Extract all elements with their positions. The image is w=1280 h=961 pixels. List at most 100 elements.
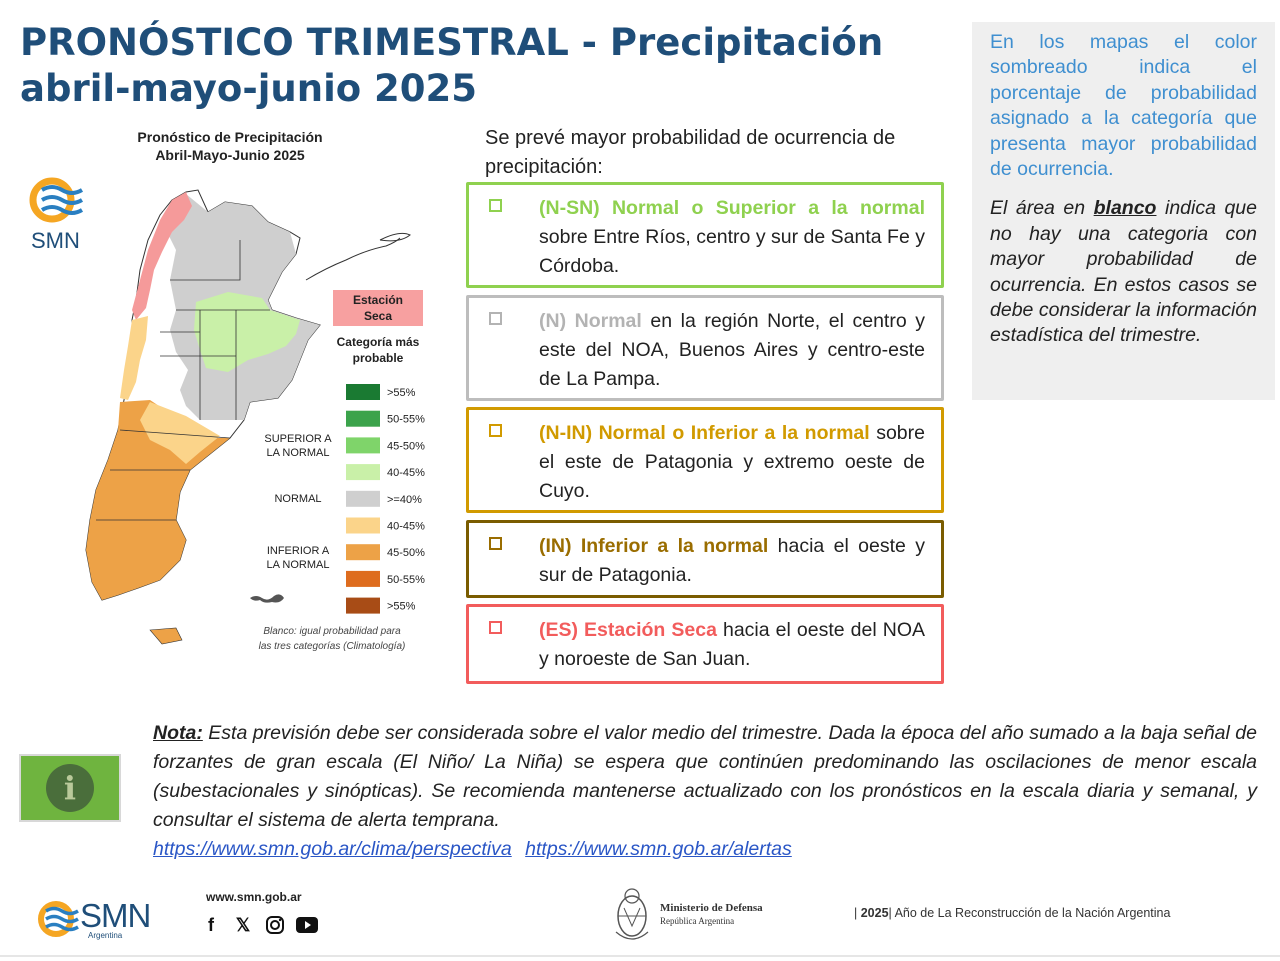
ministry-text: Ministerio de Defensa República Argentin… xyxy=(660,902,763,928)
ministry-line-1: Ministerio de Defensa xyxy=(660,902,763,914)
coat-of-arms-icon xyxy=(615,888,649,940)
coast-right xyxy=(379,232,411,242)
map-footnote-1: Blanco: igual probabilidad para xyxy=(263,626,401,637)
info-p2-bold: blanco xyxy=(1093,197,1157,220)
legend-swatch xyxy=(346,464,380,481)
links: https://www.smn.gob.ar/clima/perspectiva… xyxy=(153,835,800,864)
smn-footer-text: SMN xyxy=(80,897,151,934)
category-box-es: (ES) Estación Seca hacia el oeste del NO… xyxy=(466,604,944,684)
social-icons: f 𝕏 xyxy=(200,914,318,936)
category-text: en la región Norte, el centro y este del… xyxy=(539,310,925,390)
info-p2-pre: El área en xyxy=(990,197,1094,220)
smn-footer-logo: SMN Argentina xyxy=(34,895,164,945)
category-code: (IN) Inferior a la normal xyxy=(539,535,769,557)
legend-swatches: >55% 50-55% 45-50% 40-45% >=40% 40-45% 45-50% 5… xyxy=(346,384,425,614)
category-code: (N-SN) Normal o Superior a la normal xyxy=(539,197,925,219)
smn-footer-sub: Argentina xyxy=(88,931,123,940)
smn-logo-icon xyxy=(38,901,79,937)
info-box: En los mapas el color sombreado indica e… xyxy=(972,22,1275,400)
precipitation-map: Pronóstico de Precipitación Abril-Mayo-J… xyxy=(0,120,460,680)
region-dry-season xyxy=(132,192,192,320)
category-label-2: probable xyxy=(353,351,404,365)
info-box-paragraph-2: El área en blanco indica que no hay una … xyxy=(990,196,1257,348)
year-number: 2025 xyxy=(860,906,889,920)
legend-swatch xyxy=(346,410,380,427)
info-icon: i xyxy=(19,754,121,822)
title-line-1: PRONÓSTICO TRIMESTRAL - Precipitación xyxy=(20,21,884,64)
legend-group-normal: NORMAL xyxy=(274,493,321,505)
legend-label: >=40% xyxy=(387,494,422,506)
dry-season-label-2: Seca xyxy=(364,309,392,323)
info-icon-glyph: i xyxy=(46,764,94,812)
smn-map-logo: SMN xyxy=(29,177,84,253)
legend-label: >55% xyxy=(387,387,416,399)
legend-group-inferior-1: INFERIOR A xyxy=(267,545,330,557)
youtube-icon[interactable] xyxy=(296,914,318,936)
legend-swatch xyxy=(346,517,380,534)
checkbox-icon xyxy=(489,199,502,212)
region-normal-inferior-patagonia xyxy=(140,402,220,464)
category-code: (N) Normal xyxy=(539,310,642,332)
info-p2-post: indica que no hay una categoria con mayo… xyxy=(990,197,1257,347)
category-text: sobre el este de Patagonia y extremo oes… xyxy=(539,422,925,502)
legend-label: 40-45% xyxy=(387,521,425,533)
checkbox-icon xyxy=(489,537,502,550)
bottom-divider xyxy=(0,955,1280,957)
info-box-paragraph-1: En los mapas el color sombreado indica e… xyxy=(990,31,1257,181)
map-svg: SMN Estación xyxy=(29,177,425,652)
note-body: Esta previsión debe ser considerada sobr… xyxy=(153,722,1257,831)
instagram-icon[interactable] xyxy=(264,914,286,936)
year-slogan: | 2025| Año de La Reconstrucción de la N… xyxy=(854,906,1171,920)
dry-season-label-1: Estación xyxy=(353,293,403,307)
legend-swatch xyxy=(346,544,380,561)
legend-label: 50-55% xyxy=(387,574,425,586)
region-normal-superior xyxy=(194,292,300,372)
map-title-line-1: Pronóstico de Precipitación xyxy=(137,129,323,145)
legend-swatch xyxy=(346,384,380,400)
region-normal-inferior-west xyxy=(120,316,148,400)
tierra-del-fuego xyxy=(149,627,183,645)
category-box-n: (N) Normal en la región Norte, el centro… xyxy=(466,295,944,401)
note-text: Nota: Esta previsión debe ser considerad… xyxy=(153,719,1257,835)
province-borders xyxy=(96,240,270,521)
category-label-1: Categoría más xyxy=(337,335,420,349)
checkbox-icon xyxy=(489,312,502,325)
legend-label: 40-45% xyxy=(387,467,425,479)
facebook-icon[interactable]: f xyxy=(208,914,214,935)
legend-swatch xyxy=(346,570,380,587)
x-icon[interactable]: 𝕏 xyxy=(235,914,251,935)
checkbox-icon xyxy=(489,621,502,634)
legend-group-superior-1: SUPERIOR A xyxy=(264,433,332,445)
ministry-line-2: República Argentina xyxy=(660,916,735,926)
link-perspectiva[interactable]: https://www.smn.gob.ar/clima/perspectiva xyxy=(153,838,512,860)
title-line-2: abril-mayo-junio 2025 xyxy=(20,67,478,110)
legend-swatch xyxy=(346,437,380,454)
category-box-in: (IN) Inferior a la normal hacia el oeste… xyxy=(466,520,944,598)
category-box-n-in: (N-IN) Normal o Inferior a la normal sob… xyxy=(466,407,944,513)
smn-map-logo-text: SMN xyxy=(31,228,80,253)
intro-text: Se prevé mayor probabilidad de ocurrenci… xyxy=(485,127,896,178)
category-code: (ES) Estación Seca xyxy=(539,619,717,641)
map-title-line-2: Abril-Mayo-Junio 2025 xyxy=(155,147,305,163)
ministry-logo: Ministerio de Defensa República Argentin… xyxy=(610,882,810,948)
dry-season-swatch xyxy=(333,290,423,326)
map-title: Pronóstico de Precipitación Abril-Mayo-J… xyxy=(90,128,370,164)
legend-group-inferior-2: LA NORMAL xyxy=(267,559,330,571)
website-label: www.smn.gob.ar xyxy=(206,890,302,904)
category-text: sobre Entre Ríos, centro y sur de Santa … xyxy=(539,226,925,277)
map-footnote-2: las tres categorías (Climatología) xyxy=(259,641,406,652)
link-alertas[interactable]: https://www.smn.gob.ar/alertas xyxy=(525,838,792,860)
legend-label: 45-50% xyxy=(387,440,425,452)
legend-label: 50-55% xyxy=(387,414,425,426)
malvinas-islands xyxy=(250,594,284,603)
legend-swatch xyxy=(346,490,380,507)
uruguay-outline xyxy=(305,237,401,281)
category-text: hacia el oeste del NOA y noroeste de San… xyxy=(539,619,925,670)
category-text: hacia el oeste y sur de Patagonia. xyxy=(539,535,925,586)
category-code: (N-IN) Normal o Inferior a la normal xyxy=(539,422,870,444)
legend-swatch xyxy=(346,597,380,614)
year-text: Año de La Reconstrucción de la Nación Ar… xyxy=(891,906,1171,920)
page-title: PRONÓSTICO TRIMESTRAL - Precipitación ab… xyxy=(20,20,883,112)
legend-label: 45-50% xyxy=(387,547,425,559)
legend-group-superior-2: LA NORMAL xyxy=(267,447,330,459)
